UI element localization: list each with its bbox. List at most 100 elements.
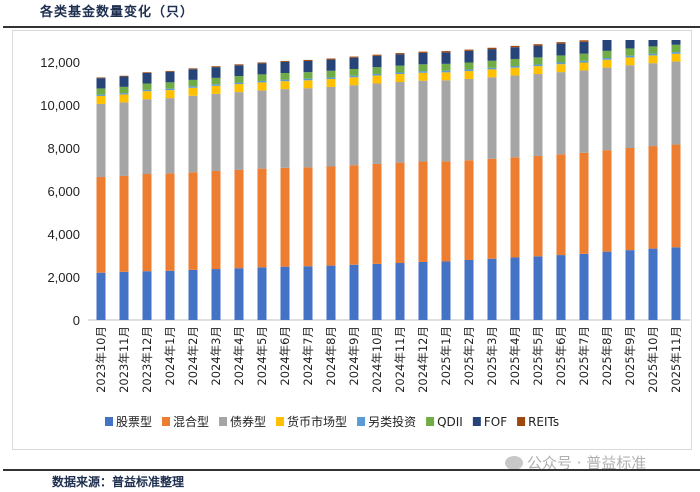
- bar-segment-1: [510, 157, 520, 258]
- bar-segment-5: [142, 83, 152, 90]
- bar-segment-6: [188, 69, 198, 80]
- bar-segment-0: [464, 260, 474, 320]
- bar-segment-6: [464, 50, 474, 63]
- bar-segment-0: [142, 271, 152, 320]
- bar-segment-3: [303, 80, 313, 89]
- bar-segment-0: [96, 272, 106, 320]
- x-tick-label: 2024年7月: [301, 326, 315, 386]
- legend-swatch: [472, 417, 481, 426]
- bar-segment-0: [510, 257, 520, 320]
- bar-segment-2: [510, 75, 520, 158]
- bar-segment-3: [165, 90, 175, 99]
- bar-segment-1: [165, 173, 175, 271]
- bar-segment-4: [372, 73, 382, 76]
- bar-segment-3: [625, 57, 635, 66]
- x-tick-label: 2024年11月: [393, 326, 407, 393]
- x-tick-label: 2025年4月: [508, 326, 522, 386]
- bar-segment-2: [326, 86, 336, 167]
- bar-segment-6: [257, 63, 267, 75]
- bar-segment-5: [211, 77, 221, 85]
- bar-segment-1: [119, 175, 129, 272]
- bar-segment-6: [234, 65, 244, 77]
- bar-segment-2: [556, 72, 566, 155]
- bar-segment-6: [280, 61, 290, 74]
- bar-segment-5: [257, 74, 267, 81]
- x-tick-label: 2023年10月: [94, 326, 108, 393]
- bar-segment-1: [625, 148, 635, 251]
- bar-segment-2: [487, 77, 497, 159]
- x-tick-label: 2025年5月: [531, 326, 545, 386]
- bar-segment-2: [372, 83, 382, 164]
- bar-segment-6: [211, 67, 221, 78]
- bar-segment-2: [625, 65, 635, 148]
- bar-segment-0: [165, 270, 175, 320]
- bar-segment-2: [395, 81, 405, 163]
- y-tick-label: 6,000: [47, 184, 80, 199]
- bar-segment-4: [648, 53, 658, 56]
- bar-segment-6: [671, 40, 681, 45]
- watermark: 公众号 · 普益标准: [505, 452, 646, 473]
- bar-segment-6: [487, 49, 497, 61]
- bar-segment-7: [372, 54, 382, 56]
- bar-segment-0: [602, 251, 612, 320]
- bar-segment-7: [556, 42, 566, 44]
- legend-swatch: [105, 417, 113, 426]
- bar-segment-4: [119, 93, 129, 95]
- bar-segment-1: [556, 154, 566, 256]
- bar-segment-6: [441, 52, 451, 64]
- chart-frame: [12, 30, 692, 450]
- bar-segment-4: [211, 84, 221, 86]
- bar-segment-5: [234, 76, 244, 83]
- legend-label: 另类投资: [368, 414, 416, 429]
- bar-segment-5: [533, 57, 543, 65]
- bar-segment-0: [326, 265, 336, 320]
- bar-segment-3: [119, 94, 129, 103]
- bar-segment-6: [602, 40, 612, 51]
- bar-segment-0: [625, 250, 635, 320]
- bar-segment-3: [556, 64, 566, 73]
- bar-segment-2: [464, 78, 474, 161]
- bar-segment-0: [648, 248, 658, 320]
- bar-segment-4: [671, 52, 681, 54]
- x-tick-label: 2025年9月: [623, 326, 637, 386]
- bar-segment-0: [441, 261, 451, 320]
- bar-segment-5: [280, 73, 290, 80]
- bar-segment-7: [579, 40, 589, 42]
- bar-segment-1: [579, 152, 589, 254]
- bar-segment-1: [418, 161, 428, 262]
- bar-segment-4: [625, 55, 635, 58]
- bar-segment-1: [142, 174, 152, 272]
- bar-segment-3: [579, 62, 589, 71]
- bar-segment-2: [165, 98, 175, 174]
- bar-segment-5: [418, 64, 428, 72]
- bar-segment-7: [626, 35, 635, 37]
- bar-segment-3: [487, 69, 497, 78]
- bar-segment-3: [671, 53, 681, 62]
- bar-segment-0: [303, 266, 313, 320]
- bar-segment-6: [648, 40, 658, 47]
- bar-segment-0: [234, 268, 244, 320]
- bar-segment-3: [211, 85, 221, 94]
- bar-segment-0: [188, 269, 198, 320]
- bar-segment-7: [257, 62, 267, 64]
- legend-swatch: [357, 417, 366, 426]
- x-tick-label: 2024年12月: [416, 326, 430, 393]
- bar-segment-7: [349, 56, 359, 58]
- bar-segment-2: [671, 61, 681, 145]
- legend-swatch: [426, 417, 435, 426]
- bar-segment-2: [234, 92, 244, 170]
- bar-segment-6: [165, 71, 175, 83]
- bar-segment-5: [303, 72, 313, 79]
- bar-segment-1: [372, 163, 382, 264]
- bar-segment-2: [257, 90, 267, 169]
- bar-segment-1: [395, 162, 405, 264]
- top-divider: [3, 26, 700, 28]
- bar-segment-3: [280, 81, 290, 90]
- bar-segment-0: [418, 261, 428, 320]
- bar-segment-5: [487, 60, 497, 68]
- bar-segment-6: [510, 47, 520, 59]
- bar-segment-3: [533, 66, 543, 75]
- legend-label: 债券型: [230, 414, 266, 429]
- bar-segment-1: [441, 161, 451, 262]
- bar-segment-7: [234, 64, 244, 66]
